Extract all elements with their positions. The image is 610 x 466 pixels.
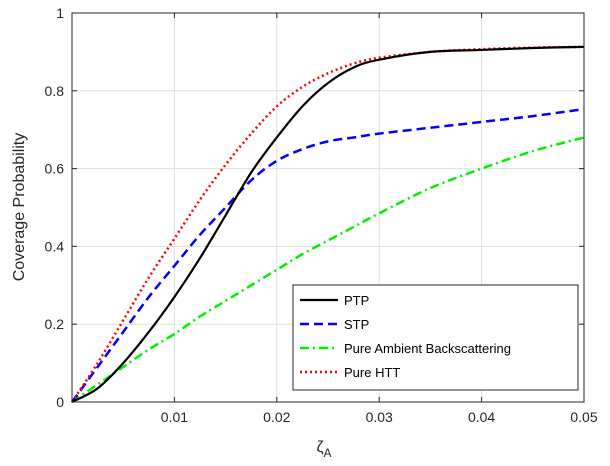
plot-area-frame [71, 12, 585, 403]
y-axis-label: Coverage Probability [11, 133, 28, 282]
x-axis-label-subscript: A [324, 446, 332, 460]
y-tick-label: 1 [56, 5, 64, 21]
series-line-pure-ambient-backscattering [71, 136, 585, 404]
legend-box [292, 284, 579, 391]
x-tick-label: 0.03 [366, 409, 393, 425]
y-tick-label: 0 [56, 394, 64, 410]
series-line-stp [70, 107, 585, 403]
x-axis-label-symbol: ζ [316, 439, 323, 456]
series-layer [70, 45, 585, 404]
y-tick-label: 0.8 [45, 83, 65, 99]
y-tick-label: 0.6 [45, 161, 65, 177]
legend-label: STP [344, 317, 369, 332]
y-tick-label: 0.2 [45, 316, 65, 332]
x-tick-label: 0.05 [570, 409, 597, 425]
y-tick-label: 0.4 [45, 238, 65, 254]
x-axis-label: ζA [316, 439, 331, 460]
legend: PTP STP Pure Ambient Backscattering Pure HT… [292, 284, 579, 391]
axis-ticks: 0.01 0.02 0.03 0.04 0.05 0 0.2 0.4 0.6 0.8 1 [45, 5, 598, 425]
x-tick-label: 0.04 [468, 409, 495, 425]
legend-label: Pure HTT [344, 365, 400, 380]
legend-label: PTP [344, 293, 369, 308]
legend-label: Pure Ambient Backscattering [344, 341, 511, 356]
x-tick-label: 0.01 [161, 409, 188, 425]
x-tick-label: 0.02 [263, 409, 290, 425]
series-line-ptp [71, 45, 585, 403]
